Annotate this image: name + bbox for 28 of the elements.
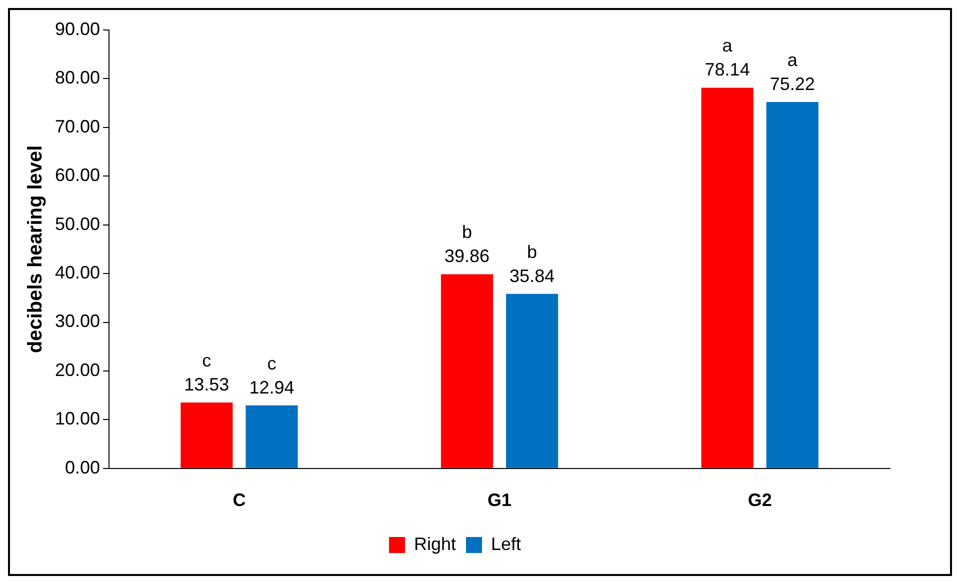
y-tick-label: 0.00 xyxy=(64,457,100,478)
data-label: a 78.14 xyxy=(704,36,750,80)
y-tick-label: 20.00 xyxy=(54,360,100,380)
y-axis-title: decibels hearing level xyxy=(24,145,47,354)
data-label: c 13.53 xyxy=(184,350,230,394)
x-tick-label: G1 xyxy=(488,490,512,510)
data-label: b 35.84 xyxy=(510,242,555,286)
legend-label: Right xyxy=(414,534,456,554)
data-label: a 75.22 xyxy=(770,50,815,94)
x-tick-label: G2 xyxy=(748,490,772,510)
bar xyxy=(506,294,558,468)
data-label: c 12.94 xyxy=(249,353,294,398)
legend-label: Left xyxy=(491,534,522,554)
bar xyxy=(701,88,754,468)
x-tick-label: C xyxy=(232,490,246,510)
y-tick-label: 70.00 xyxy=(54,116,100,136)
y-tick-label: 10.00 xyxy=(54,408,100,429)
bar xyxy=(246,405,298,468)
y-tick-label: 40.00 xyxy=(54,262,100,283)
y-tick-label: 50.00 xyxy=(54,214,100,234)
data-label: b 39.86 xyxy=(444,222,490,266)
bar xyxy=(440,274,494,468)
bar xyxy=(766,102,818,468)
y-tick-label: 60.00 xyxy=(54,165,100,186)
y-tick-label: 80.00 xyxy=(54,68,100,88)
bar xyxy=(180,402,233,468)
y-tick-label: 90.00 xyxy=(54,18,100,39)
y-tick-label: 30.00 xyxy=(54,311,100,332)
